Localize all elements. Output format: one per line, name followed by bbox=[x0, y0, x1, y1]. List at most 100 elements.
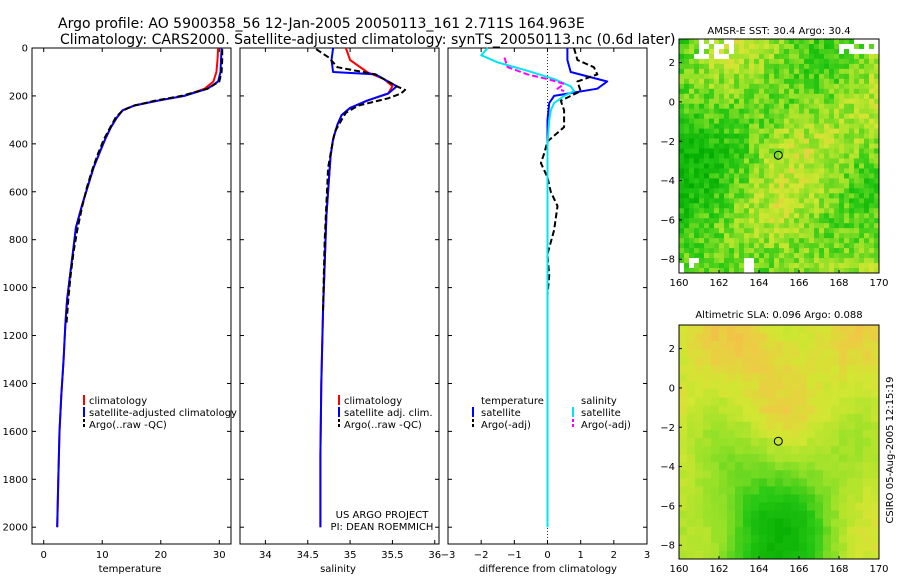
map-cell bbox=[791, 550, 800, 559]
map-cell bbox=[839, 238, 845, 244]
map-cell bbox=[769, 118, 775, 125]
map-cell bbox=[739, 208, 745, 214]
map-cell bbox=[863, 542, 872, 552]
map-cell bbox=[839, 421, 848, 431]
map-cell bbox=[819, 203, 825, 209]
map-cell bbox=[754, 218, 760, 224]
map-cell bbox=[804, 113, 810, 120]
map-cell bbox=[729, 268, 735, 273]
map-cell bbox=[849, 78, 855, 85]
map-cell bbox=[743, 550, 752, 559]
map-cell bbox=[864, 248, 870, 254]
map-cell bbox=[735, 349, 744, 358]
map-cell bbox=[829, 248, 835, 254]
lon-tick-label: 160 bbox=[669, 564, 688, 575]
map-cell bbox=[839, 183, 845, 189]
map-cell bbox=[764, 39, 770, 45]
map-cell bbox=[689, 48, 695, 55]
map-cell bbox=[744, 88, 750, 95]
map-cell bbox=[799, 153, 805, 160]
map-cell bbox=[704, 178, 710, 184]
map-cell bbox=[834, 238, 840, 244]
map-cell bbox=[711, 478, 720, 487]
map-cell bbox=[864, 143, 870, 150]
map-cell bbox=[824, 113, 830, 120]
map-cell bbox=[727, 446, 736, 455]
map-cell bbox=[844, 243, 850, 249]
map-cell bbox=[874, 188, 879, 194]
map-cell bbox=[779, 63, 785, 70]
map-cell bbox=[847, 542, 856, 552]
map-cell bbox=[789, 203, 795, 209]
temperature-panel: 0 10 20 30020040060080010001200140016001800… bbox=[3, 44, 237, 576]
map-cell bbox=[799, 213, 805, 219]
map-cell bbox=[855, 421, 864, 431]
map-cell bbox=[864, 238, 870, 244]
map-cell bbox=[864, 73, 870, 80]
map-cell bbox=[724, 93, 730, 100]
map-cell bbox=[684, 123, 690, 130]
map-cell bbox=[834, 93, 840, 100]
map-cell bbox=[714, 63, 720, 70]
map-cell bbox=[819, 68, 825, 75]
map-cell bbox=[709, 158, 715, 165]
map-cell bbox=[775, 389, 784, 399]
map-cell bbox=[734, 48, 740, 55]
map-cell bbox=[859, 203, 865, 209]
map-cell bbox=[734, 228, 740, 234]
map-cell bbox=[704, 183, 710, 189]
map-cell bbox=[684, 253, 690, 259]
map-cell bbox=[724, 123, 730, 130]
map-cell bbox=[784, 148, 790, 155]
map-cell bbox=[694, 93, 700, 100]
map-cell bbox=[759, 357, 768, 366]
map-cell bbox=[794, 243, 800, 249]
map-cell bbox=[679, 183, 685, 189]
map-cell bbox=[729, 258, 735, 264]
map-cell bbox=[859, 268, 865, 273]
map-cell bbox=[814, 39, 820, 45]
map-cell bbox=[679, 446, 688, 455]
map-cell bbox=[769, 168, 775, 175]
map-cell bbox=[789, 253, 795, 259]
map-cell bbox=[709, 163, 715, 170]
map-cell bbox=[874, 268, 879, 273]
map-cell bbox=[799, 173, 805, 180]
map-cell bbox=[703, 373, 712, 383]
map-cell bbox=[709, 233, 715, 239]
map-cell bbox=[739, 248, 745, 254]
map-cell bbox=[855, 373, 864, 383]
map-cell bbox=[779, 203, 785, 209]
map-cell bbox=[829, 98, 835, 105]
map-cell bbox=[749, 128, 755, 135]
map-cell bbox=[871, 502, 879, 512]
map-cell bbox=[775, 333, 784, 342]
map-cell bbox=[854, 143, 860, 150]
map-cell bbox=[735, 478, 744, 487]
map-cell bbox=[749, 108, 755, 115]
map-cell bbox=[711, 518, 720, 528]
map-cell bbox=[794, 123, 800, 130]
map-cell bbox=[751, 462, 760, 471]
map-cell bbox=[844, 108, 850, 115]
map-cell bbox=[854, 213, 860, 219]
map-cell bbox=[743, 470, 752, 479]
map-cell bbox=[759, 128, 765, 135]
map-cell bbox=[699, 108, 705, 115]
map-cell bbox=[749, 98, 755, 105]
map-cell bbox=[779, 53, 785, 60]
map-cell bbox=[847, 381, 856, 391]
map-cell bbox=[839, 502, 848, 512]
map-cell bbox=[695, 462, 704, 471]
map-cell bbox=[724, 83, 730, 90]
map-cell bbox=[767, 526, 776, 536]
map-cell bbox=[719, 413, 728, 423]
map-cell bbox=[743, 405, 752, 415]
map-cell bbox=[869, 198, 875, 204]
map-cell bbox=[679, 349, 688, 358]
map-cell bbox=[789, 53, 795, 60]
map-cell bbox=[767, 381, 776, 391]
map-cell bbox=[709, 143, 715, 150]
map-cell bbox=[783, 389, 792, 399]
map-cell bbox=[849, 123, 855, 130]
